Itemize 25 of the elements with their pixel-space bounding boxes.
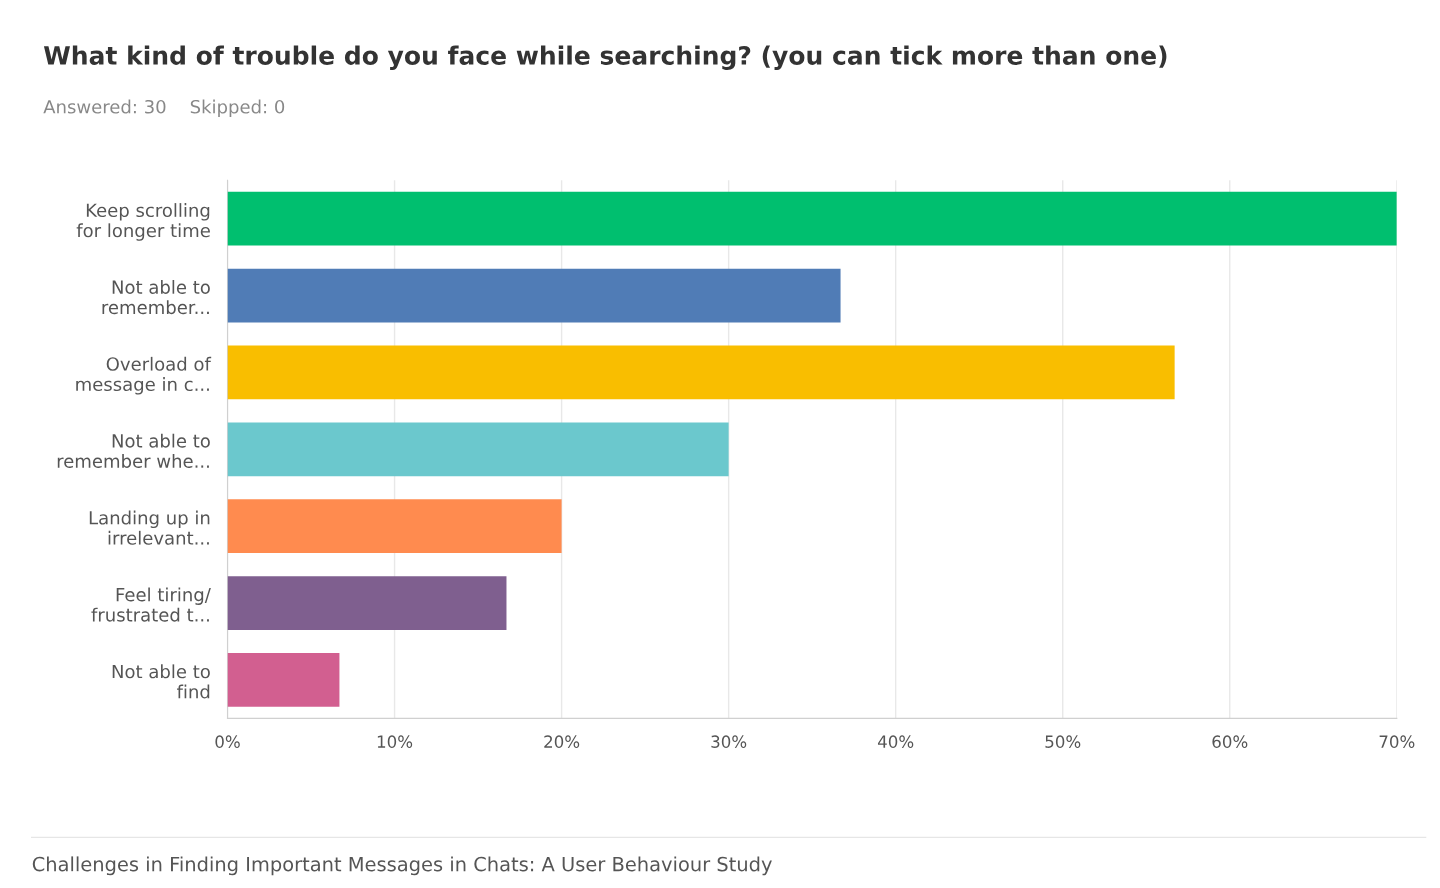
- x-tick-label: 10%: [377, 735, 413, 748]
- x-tick-label: 0%: [215, 735, 240, 748]
- x-tick-label: 60%: [1212, 735, 1248, 748]
- bar: [227, 499, 562, 554]
- x-tick-label: 20%: [544, 735, 580, 748]
- y-tick-label: Keep scrolling for longer time: [76, 203, 210, 241]
- x-tick-label: 70%: [1379, 735, 1415, 748]
- chart-subtitle: Answered: 30 Skipped: 0: [43, 99, 285, 118]
- chart-title: What kind of trouble do you face while searching? (you can tick more than one): [43, 45, 1167, 70]
- bar: [227, 191, 1397, 246]
- bar: [227, 653, 340, 707]
- x-tick-label: 30%: [711, 735, 747, 748]
- bar: [227, 345, 1175, 400]
- x-tick-label: 50%: [1045, 735, 1081, 748]
- text: Challenges in Finding Important Messages in Chats: A User Behaviour Study: [32, 856, 772, 876]
- y-tick-label: Landing up in irrelevant...: [89, 510, 210, 545]
- bar: [227, 268, 841, 323]
- bar: [227, 576, 507, 630]
- y-tick-label: Feel tiring/ frustrated t...: [91, 587, 211, 622]
- y-tick-label: Not able to remember whe...: [57, 433, 210, 468]
- y-tick-label: Overload of message in c...: [76, 356, 212, 395]
- bar: [227, 422, 729, 477]
- x-tick-label: 40%: [877, 735, 914, 748]
- y-tick-label: Not able to remember...: [102, 279, 210, 315]
- y-tick-label: Not able to find: [112, 664, 210, 699]
